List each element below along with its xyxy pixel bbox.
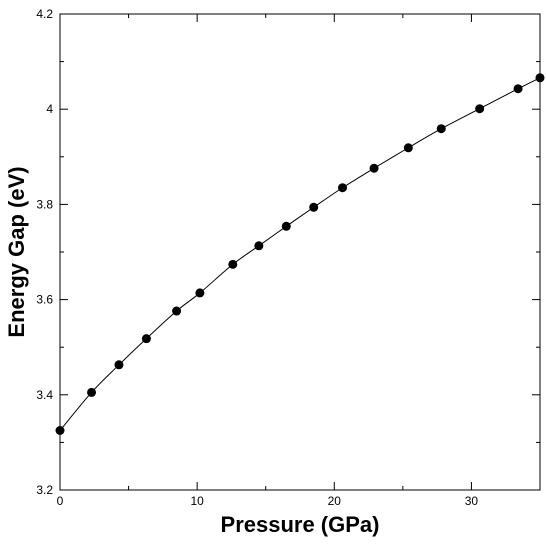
y-tick-label: 3.4 [36, 388, 53, 402]
data-point [338, 183, 348, 193]
y-tick-label: 3.6 [36, 293, 53, 307]
data-point [114, 360, 124, 370]
plot-frame [59, 13, 541, 491]
data-point [403, 143, 413, 153]
series-layer [55, 73, 545, 435]
data-point [436, 124, 446, 134]
x-tick-label: 30 [465, 494, 479, 508]
data-point [309, 202, 319, 212]
data-point [369, 163, 379, 173]
y-tick-label: 4.2 [36, 7, 53, 21]
x-axis-ticks: 0 10 20 30 [57, 14, 479, 508]
data-point [195, 288, 205, 298]
y-axis-ticks: 3.2 3.4 3.6 3.8 4 4.2 [36, 7, 540, 497]
x-axis-title: Pressure (GPa) [221, 512, 380, 537]
data-point [475, 104, 485, 114]
series-line [59, 77, 541, 431]
y-tick-label: 3.8 [36, 197, 53, 211]
data-point [281, 221, 291, 231]
y-axis-title: Energy Gap (eV) [4, 166, 29, 337]
y-tick-label: 3.2 [36, 483, 53, 497]
data-point [535, 73, 545, 83]
data-point [141, 334, 151, 344]
x-tick-label: 10 [190, 494, 204, 508]
data-point [87, 387, 97, 397]
data-point [172, 306, 182, 316]
x-tick-label: 0 [57, 494, 64, 508]
data-point [254, 241, 264, 251]
data-point [55, 426, 65, 435]
data-point [228, 259, 238, 269]
x-tick-label: 20 [328, 494, 342, 508]
y-tick-label: 4 [46, 102, 53, 116]
data-point [513, 84, 523, 94]
y-axis-title-group: Energy Gap (eV) [4, 166, 29, 337]
